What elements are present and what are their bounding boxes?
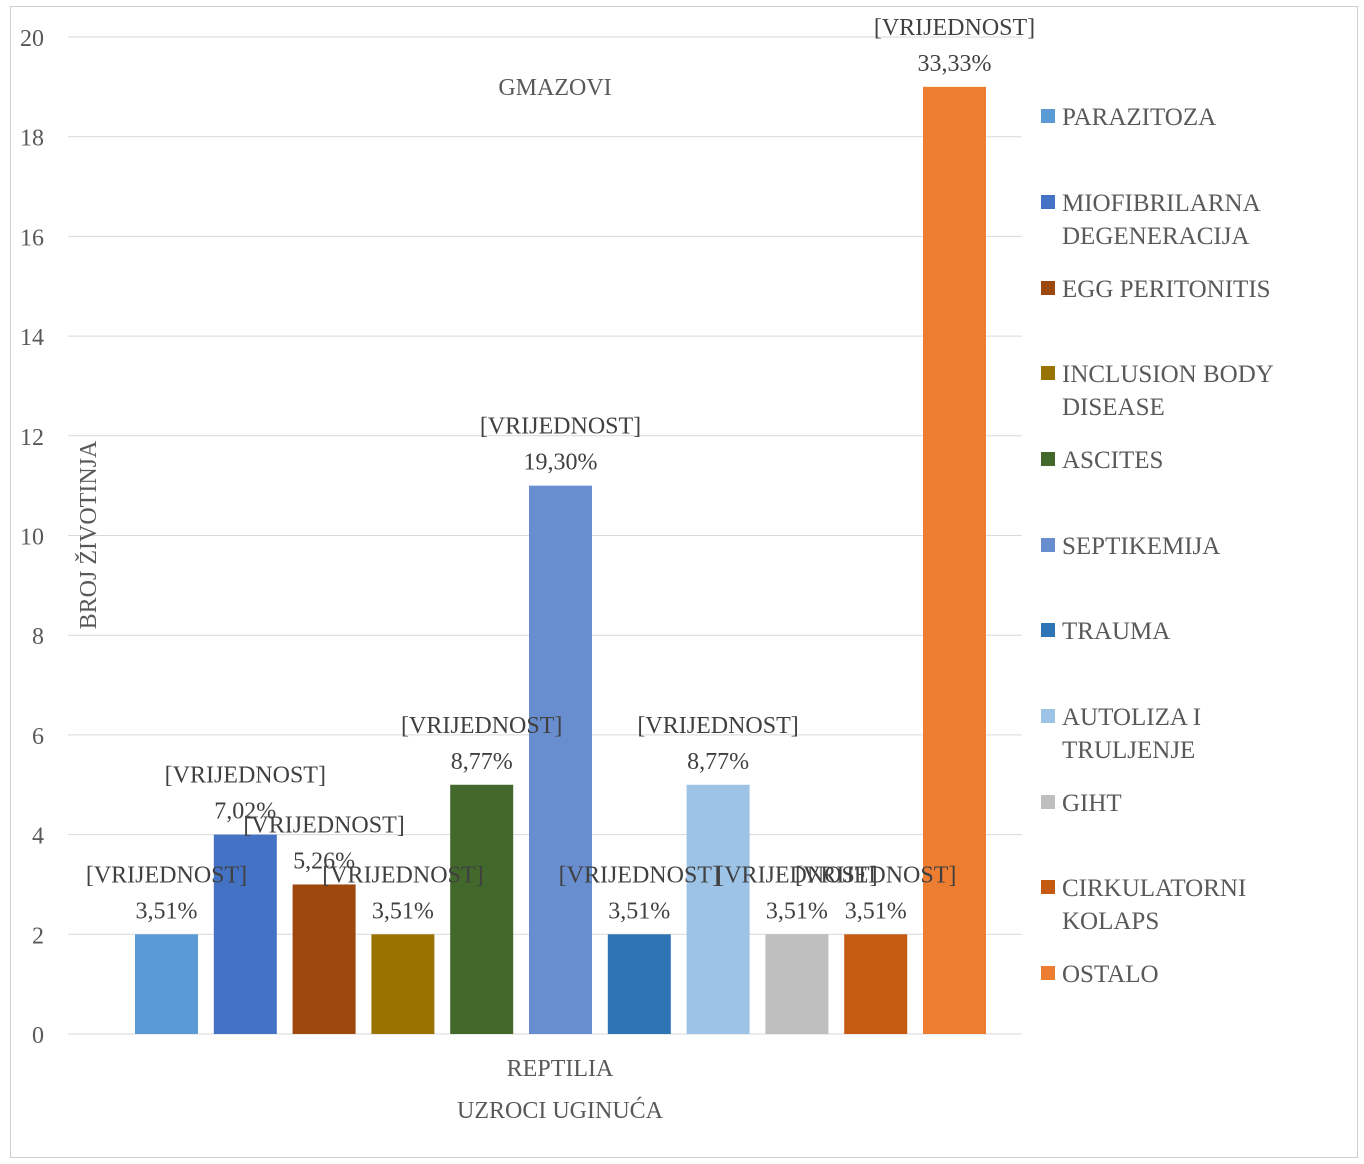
legend-swatch: [1041, 538, 1055, 552]
bar: [844, 934, 908, 1034]
legend-swatch: [1041, 709, 1055, 723]
y-tick-label: 4: [32, 824, 44, 850]
data-label-percent: 8,77%: [687, 749, 749, 775]
data-label-percent: 3,51%: [136, 898, 198, 924]
x-axis-label: UZROCI UGINUĆA: [457, 1097, 664, 1124]
y-tick-label: 0: [32, 1023, 44, 1049]
data-label-value: [VRIJEDNOST]: [559, 862, 720, 888]
legend-item: TRAUMA: [1062, 618, 1170, 645]
data-label-value: [VRIJEDNOST]: [480, 414, 641, 440]
bar: [213, 834, 277, 1034]
legend-item: EGG PERITONITIS: [1062, 276, 1271, 303]
legend-item: ASCITES: [1062, 447, 1163, 474]
data-label-percent: 3,51%: [608, 898, 670, 924]
data-label-percent: 3,51%: [372, 898, 434, 924]
y-tick-label: 14: [20, 325, 44, 351]
data-label-value: [VRIJEDNOST]: [637, 713, 798, 739]
legend-swatch: [1041, 880, 1055, 894]
x-category-label: REPTILIA: [507, 1056, 614, 1082]
bar: [135, 934, 198, 1034]
data-label-value: [VRIJEDNOST]: [874, 15, 1035, 41]
y-tick-label: 20: [20, 26, 44, 52]
legend-swatch: [1041, 281, 1055, 295]
data-label-percent: 19,30%: [524, 450, 598, 476]
bar: [923, 86, 986, 1035]
data-label-percent: 33,33%: [918, 51, 992, 77]
y-tick-label: 12: [20, 425, 44, 451]
bar: [529, 485, 592, 1034]
y-tick-label: 8: [32, 624, 44, 650]
data-label-value: [VRIJEDNOST]: [716, 862, 877, 888]
legend-swatch: [1041, 966, 1055, 980]
y-tick-label: 10: [20, 525, 44, 551]
data-label-value: [VRIJEDNOST]: [86, 862, 247, 888]
y-axis-label: BROJ ŽIVOTINJA: [76, 440, 102, 629]
y-tick-label: 2: [32, 923, 44, 949]
y-tick-label: 18: [20, 126, 44, 152]
data-label-percent: 8,77%: [451, 749, 513, 775]
data-label-value: [VRIJEDNOST]: [243, 812, 404, 838]
legend-item: PARAZITOZA: [1062, 104, 1216, 131]
legend-item: MIOFIBRILARNA DEGENERACIJA: [1062, 190, 1261, 250]
legend-swatch: [1041, 109, 1055, 123]
bars: [135, 86, 986, 1035]
bar: [607, 934, 671, 1034]
bar: [371, 934, 435, 1034]
bar: [686, 784, 750, 1034]
legend-item: AUTOLIZA I TRULJENJE: [1062, 704, 1201, 764]
legend-item: INCLUSION BODY DISEASE: [1062, 361, 1274, 421]
legend-item: GIHT: [1062, 790, 1122, 817]
legend-item: CIRKULATORNI KOLAPS: [1062, 875, 1246, 935]
data-label-percent: 7,02%: [214, 799, 276, 825]
data-label-percent: 3,51%: [845, 898, 907, 924]
y-tick-label: 6: [32, 724, 44, 750]
data-label-value: [VRIJEDNOST]: [401, 713, 562, 739]
y-tick-label: 16: [20, 225, 44, 251]
data-label-value: [VRIJEDNOST]: [322, 862, 483, 888]
data-label-percent: 3,51%: [766, 898, 828, 924]
legend-swatch: [1041, 452, 1055, 466]
bar: [450, 784, 514, 1034]
data-label-value: [VRIJEDNOST]: [165, 763, 326, 789]
legend: PARAZITOZA MIOFIBRILARNA DEGENERACIJA EGG P…: [1041, 104, 1274, 988]
bar: [292, 884, 356, 1034]
data-label-percent: 5,26%: [293, 848, 355, 874]
legend-swatch: [1041, 366, 1055, 380]
legend-item: OSTALO: [1062, 961, 1159, 988]
chart-title: GMAZOVI: [498, 75, 611, 101]
legend-item: SEPTIKEMIJA: [1062, 533, 1220, 560]
legend-swatch: [1041, 623, 1055, 637]
bar: [765, 934, 829, 1034]
data-labels: [VRIJEDNOST]3,51%[VRIJEDNOST]7,02%[VRIJE…: [86, 15, 1035, 924]
legend-swatch: [1041, 795, 1055, 809]
data-label-value: [VRIJEDNOST]: [795, 862, 956, 888]
y-axis-ticks: 0 2 4 6 8 10 12 14 16 18 20: [20, 26, 44, 1049]
legend-swatch: [1041, 195, 1055, 209]
